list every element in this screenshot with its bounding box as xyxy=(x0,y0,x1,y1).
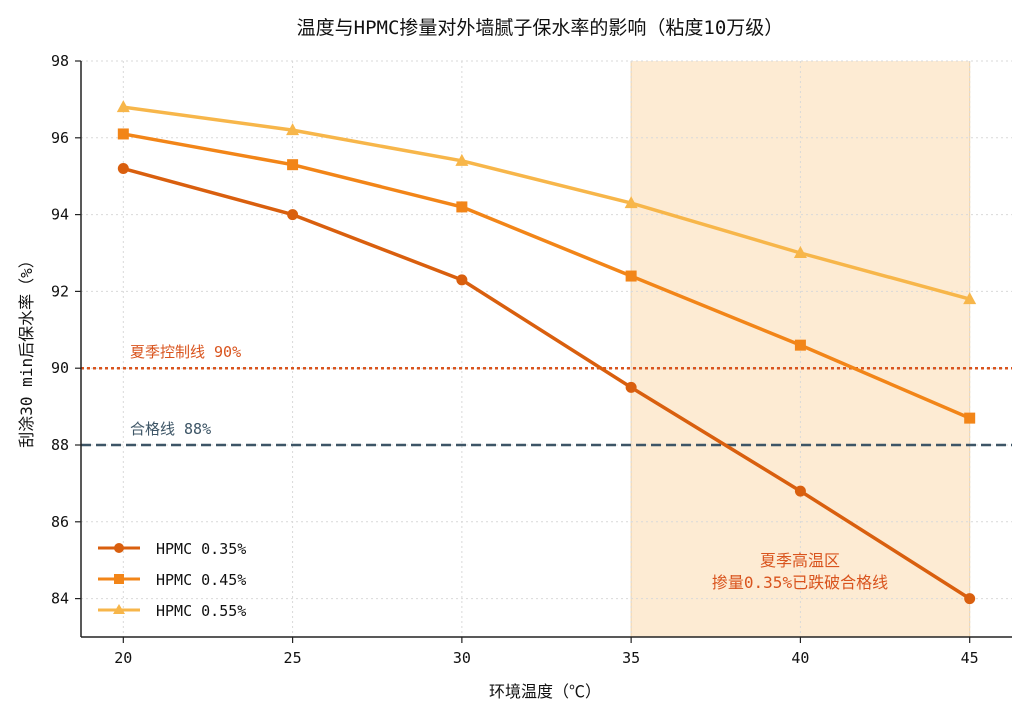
x-tick-label: 20 xyxy=(114,649,132,667)
x-tick-label: 25 xyxy=(284,649,302,667)
y-tick-label: 84 xyxy=(51,590,69,608)
pass-line-label: 合格线 88% xyxy=(130,420,211,438)
legend-label: HPMC 0.35% xyxy=(156,540,246,558)
y-tick-label: 86 xyxy=(51,513,69,531)
data-point xyxy=(455,153,469,166)
data-point xyxy=(117,163,129,175)
data-point xyxy=(625,270,637,282)
series-2 xyxy=(116,100,977,305)
series-line xyxy=(123,132,971,420)
y-tick-label: 90 xyxy=(51,359,69,377)
series-line xyxy=(123,105,971,301)
x-tick-label: 40 xyxy=(791,649,809,667)
y-tick-label: 88 xyxy=(51,436,69,454)
series-0 xyxy=(117,163,976,605)
x-tick-label: 45 xyxy=(961,649,979,667)
y-tick-label: 92 xyxy=(51,282,69,300)
data-point xyxy=(964,593,976,605)
chart-title: 温度与HPMC掺量对外墙腻子保水率的影响（粘度10万级） xyxy=(297,17,784,39)
data-point xyxy=(456,274,468,286)
legend-label: HPMC 0.45% xyxy=(156,571,246,589)
data-point xyxy=(793,246,807,258)
y-axis-label: 刮涂30 min后保水率（%） xyxy=(17,252,36,447)
data-point xyxy=(963,292,977,305)
x-axis-label: 环境温度（℃） xyxy=(489,682,601,701)
data-point xyxy=(286,123,300,136)
data-point xyxy=(794,339,806,351)
series-line xyxy=(122,166,971,601)
zone-label-line1: 夏季高温区 xyxy=(760,551,840,570)
data-point xyxy=(456,201,468,213)
axes: 20 25 30 35 40 45 84 86 88 90 92 94 96 98 xyxy=(51,52,1012,667)
legend-label: HPMC 0.55% xyxy=(156,602,246,620)
legend-item-hpmc-0-35: HPMC 0.35% xyxy=(98,540,246,558)
data-point xyxy=(117,128,129,140)
legend-item-hpmc-0-55: HPMC 0.55% xyxy=(98,602,246,620)
zone-label-line2: 掺量0.35%已跌破合格线 xyxy=(712,573,888,592)
series-1 xyxy=(117,128,976,424)
data-point xyxy=(794,485,806,497)
legend: HPMC 0.35% HPMC 0.45% HPMC 0.55% xyxy=(98,540,246,620)
y-tick-label: 98 xyxy=(51,52,69,70)
summer-control-line-label: 夏季控制线 90% xyxy=(130,343,241,361)
data-point xyxy=(287,209,299,221)
data-point xyxy=(287,159,299,171)
x-tick-label: 35 xyxy=(622,649,640,667)
x-tick-label: 30 xyxy=(453,649,471,667)
data-point xyxy=(624,196,638,209)
legend-item-hpmc-0-45: HPMC 0.45% xyxy=(98,571,246,589)
data-point xyxy=(625,381,637,393)
data-point xyxy=(116,100,130,113)
y-tick-label: 94 xyxy=(51,206,69,224)
y-tick-label: 96 xyxy=(51,129,69,147)
series-lines xyxy=(116,100,977,605)
data-point xyxy=(964,412,976,424)
